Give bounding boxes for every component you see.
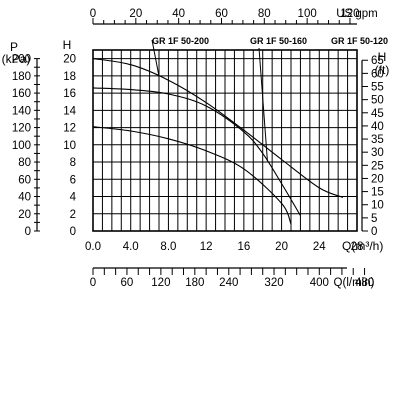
lmin-tick-label: 60 [121, 277, 134, 289]
kpa-tick-label: 40 [18, 192, 31, 204]
y-tick-label: 4 [70, 192, 77, 204]
usgpm-tick-label: 40 [172, 8, 185, 20]
ft-tick-label: 30 [371, 147, 384, 159]
axes [34, 18, 368, 275]
lmin-axis-label: Q(l/min) [334, 277, 375, 289]
x-tick-label: 8.0 [160, 241, 176, 253]
x-tick-label: 24 [313, 241, 326, 253]
y-tick-label: 14 [63, 105, 76, 117]
series-leader-line [258, 47, 268, 162]
ft-tick-label: 20 [371, 173, 384, 185]
usgpm-tick-label: 60 [215, 8, 228, 20]
ft-tick-label: 35 [371, 134, 384, 146]
ft-tick-label: 5 [371, 213, 377, 225]
kpa-tick-label: 100 [12, 140, 31, 152]
series-line-3 [92, 126, 292, 225]
lmin-tick-label: 400 [310, 277, 329, 289]
x-tick-label: 28 [351, 241, 364, 253]
lmin-tick-label: 0 [90, 277, 96, 289]
usgpm-tick-label: 20 [129, 8, 142, 20]
kpa-tick-label: 20 [18, 209, 31, 221]
ft-tick-label: 65 [371, 55, 384, 67]
y-tick-label: 10 [63, 140, 76, 152]
series-lines [92, 39, 344, 225]
x-axis-label: Q(m³/h) [342, 239, 383, 253]
ft-tick-label: 10 [371, 200, 384, 212]
x-tick-label: 4.0 [123, 241, 139, 253]
usgpm-tick-label: 120 [340, 8, 359, 20]
series-label: GR 1F 50-120 [331, 36, 388, 46]
ft-tick-label: 55 [371, 82, 384, 94]
usgpm-tick-label: 0 [90, 8, 96, 20]
kpa-tick-label: 200 [12, 54, 31, 66]
kpa-tick-label: 160 [12, 88, 31, 100]
ft-tick-label: 40 [371, 121, 384, 133]
x-tick-label: 16 [237, 241, 250, 253]
y-tick-label: 20 [63, 54, 76, 66]
y-tick-label: 6 [70, 174, 76, 186]
ft-tick-label: 50 [371, 95, 384, 107]
ft-tick-label: 15 [371, 187, 384, 199]
series-label: GR 1F 50-160 [250, 36, 307, 46]
lmin-tick-label: 180 [185, 277, 204, 289]
ft-tick-label: 60 [371, 68, 384, 80]
ft-tick-label: 45 [371, 108, 384, 120]
usgpm-tick-label: 100 [298, 8, 317, 20]
ft-axis-label: H [378, 50, 387, 64]
kpa-tick-label: 80 [18, 157, 31, 169]
y-tick-label: 12 [63, 123, 76, 135]
x-tick-label: 12 [200, 241, 213, 253]
series-label: GR 1F 50-200 [152, 36, 209, 46]
ft-tick-label: 25 [371, 160, 384, 172]
kpa-tick-label: 60 [18, 174, 31, 186]
lmin-tick-label: 240 [219, 277, 238, 289]
lmin-tick-label: 120 [151, 277, 170, 289]
y-tick-label: 2 [70, 209, 76, 221]
kpa-tick-label: 120 [12, 123, 31, 135]
kpa-axis-unit: (kPa) [2, 52, 31, 66]
ft-tick-label: 0 [371, 226, 377, 238]
grid [92, 50, 358, 232]
series-line-2 [92, 87, 301, 216]
kpa-tick-label: 140 [12, 105, 31, 117]
series-leader-line [151, 39, 160, 77]
labels: 0.0 4.0 8.0 12 16 20 24 28Q(m³/h)02468101214161… [2, 8, 390, 289]
ft-axis-unit: (ft) [375, 63, 390, 77]
kpa-axis-label: P [10, 40, 18, 54]
y-tick-label: 8 [70, 157, 76, 169]
lmin-tick-label: 320 [264, 277, 283, 289]
y-tick-label: 18 [63, 71, 76, 83]
y-tick-label: 0 [70, 226, 76, 238]
x-tick-label: 20 [275, 241, 288, 253]
plot-frame [92, 49, 358, 232]
usgpm-tick-label: 80 [258, 8, 271, 20]
kpa-tick-label: 0 [25, 226, 31, 238]
usgpm-axis-label: US gpm [336, 8, 378, 20]
y-tick-label: 16 [63, 88, 76, 100]
y-axis-label: H [63, 38, 72, 52]
x-tick-label: 0.0 [85, 241, 101, 253]
lmin-tick-label: 480 [355, 277, 374, 289]
series-line-1 [92, 58, 344, 198]
kpa-tick-label: 180 [12, 71, 31, 83]
